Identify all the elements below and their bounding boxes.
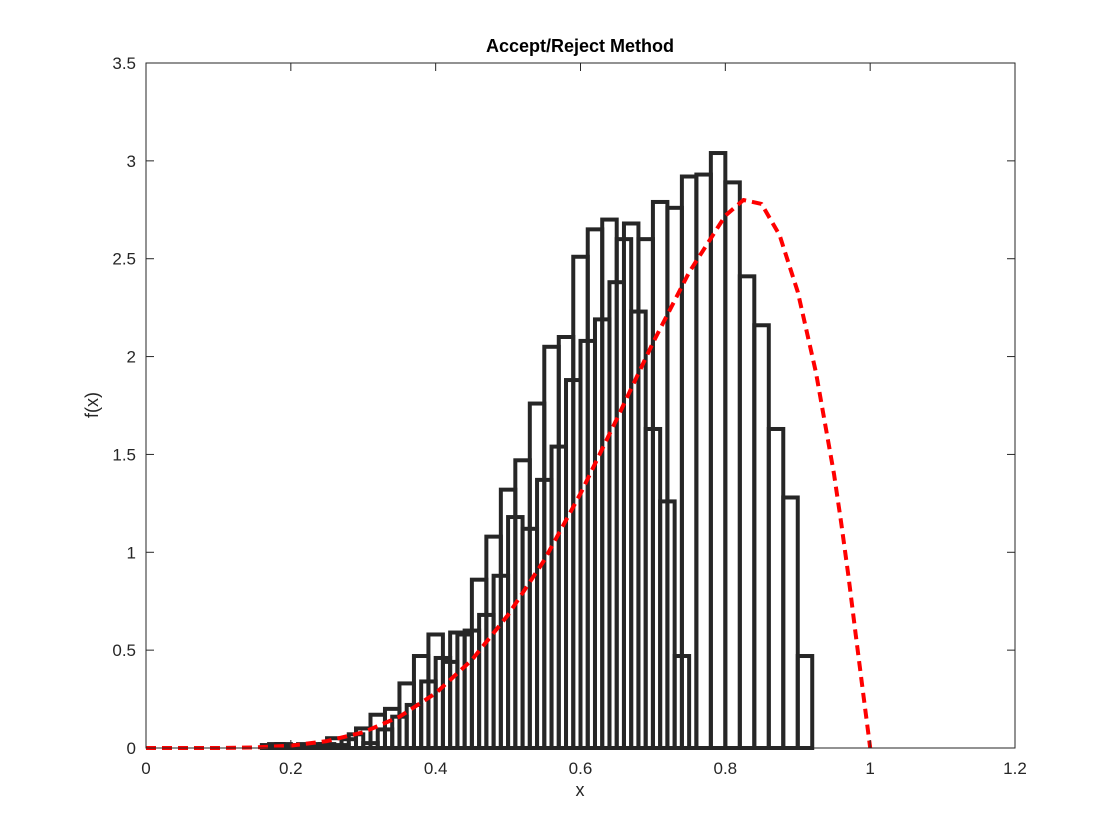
y-tick-label: 3.5 [112,54,136,73]
y-tick-label: 2 [127,348,136,367]
x-tick-label: 0.8 [714,759,738,778]
x-tick-label: 0 [141,759,150,778]
y-tick-label: 1 [127,543,136,562]
chart-title: Accept/Reject Method [486,36,674,56]
y-axis-ticks: 0 0.5 1 1.5 2 2.5 3 3.5 [112,54,1015,758]
y-tick-label: 1.5 [112,445,136,464]
y-axis-label: f(x) [82,392,102,418]
x-axis-label: x [576,780,585,800]
density-curve-layer [146,198,873,750]
y-tick-label: 0 [127,739,136,758]
x-tick-label: 0.2 [279,759,303,778]
x-tick-label: 1.2 [1003,759,1027,778]
density-curve [146,198,873,750]
x-tick-label: 0.4 [424,759,448,778]
x-axis-ticks: 0 0.2 0.4 0.6 0.8 1 1.2 [141,63,1027,778]
x-tick-label: 0.6 [569,759,593,778]
x-tick-label: 1 [865,759,874,778]
y-tick-label: 0.5 [112,641,136,660]
y-tick-label: 2.5 [112,250,136,269]
y-tick-label: 3 [127,152,136,171]
